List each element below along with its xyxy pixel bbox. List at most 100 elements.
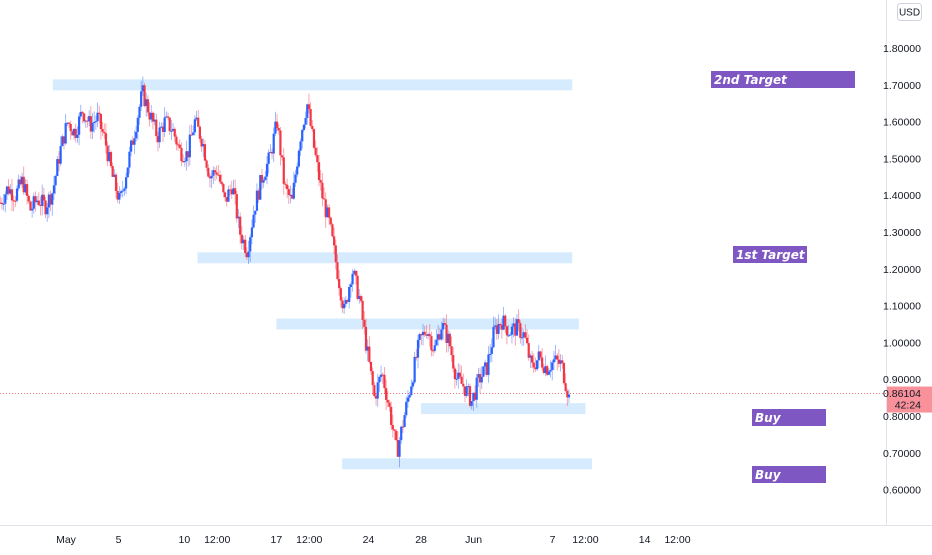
candle-body bbox=[519, 323, 522, 338]
candle-body bbox=[559, 360, 562, 364]
candle-body bbox=[54, 176, 57, 186]
candle-body bbox=[348, 286, 351, 302]
candle-body bbox=[170, 130, 173, 132]
candle-body bbox=[527, 343, 530, 358]
candle-body bbox=[307, 104, 311, 109]
candle-body bbox=[292, 182, 295, 199]
candle-body bbox=[339, 288, 342, 301]
candle-body bbox=[552, 359, 555, 363]
candle-body bbox=[338, 279, 341, 289]
candle-body bbox=[515, 319, 519, 336]
x-tick-label: 17 bbox=[271, 534, 283, 546]
candle-body bbox=[175, 136, 178, 145]
candle-body bbox=[20, 176, 24, 185]
candle-body bbox=[423, 331, 426, 335]
candle-body bbox=[426, 334, 430, 336]
candle-body bbox=[333, 236, 336, 246]
candle-body bbox=[259, 175, 262, 200]
candle-body bbox=[536, 360, 539, 370]
candle-body bbox=[445, 324, 448, 343]
zone-rect bbox=[52, 79, 573, 91]
candle-body bbox=[213, 170, 217, 173]
candle-body bbox=[19, 179, 22, 185]
candle-body bbox=[410, 386, 413, 396]
candle-body bbox=[114, 174, 118, 191]
candle-body bbox=[96, 112, 99, 122]
candle-body bbox=[492, 326, 495, 348]
candle-body bbox=[544, 366, 547, 373]
candle-body bbox=[210, 175, 213, 179]
candle-body bbox=[130, 140, 133, 152]
y-tick-label: 0.70000 bbox=[883, 448, 921, 460]
candle-body bbox=[420, 334, 423, 336]
candle-body bbox=[84, 120, 87, 122]
candle-body bbox=[539, 351, 542, 358]
candle-body bbox=[500, 324, 503, 330]
candle-body bbox=[418, 334, 421, 340]
candle-body bbox=[354, 270, 358, 276]
x-tick-label: May bbox=[56, 534, 77, 546]
candle-body bbox=[69, 123, 72, 132]
candle-body bbox=[281, 155, 284, 158]
note-box bbox=[752, 409, 826, 426]
candle-body bbox=[514, 323, 517, 336]
candle-body bbox=[131, 140, 134, 145]
candle-body bbox=[239, 216, 242, 235]
candle-body bbox=[341, 300, 344, 309]
candle-body bbox=[512, 323, 515, 327]
candle-body bbox=[207, 167, 210, 177]
candle-body bbox=[133, 138, 136, 145]
candle-body bbox=[180, 147, 183, 162]
candle-body bbox=[254, 210, 257, 215]
candle-body bbox=[286, 184, 289, 190]
candle-body bbox=[369, 361, 373, 372]
candle-body bbox=[220, 181, 223, 184]
candle-body bbox=[302, 124, 306, 130]
candle-body bbox=[566, 390, 569, 398]
x-tick-label: 12:00 bbox=[204, 534, 230, 546]
candle-body bbox=[319, 180, 322, 183]
candle-body bbox=[470, 401, 473, 406]
candle-body bbox=[344, 300, 347, 304]
x-tick-label: 28 bbox=[415, 534, 427, 546]
candle-body bbox=[237, 216, 240, 219]
candle-body bbox=[62, 136, 66, 144]
candle-body bbox=[438, 334, 441, 340]
candle-body bbox=[356, 275, 359, 299]
candle-body bbox=[495, 325, 498, 334]
candle-body bbox=[524, 332, 527, 338]
note-label: Buy bbox=[755, 468, 782, 482]
candle-body bbox=[14, 200, 17, 202]
candle-body bbox=[190, 134, 193, 136]
candle-body bbox=[499, 324, 502, 326]
candle-body bbox=[289, 194, 292, 196]
candle-body bbox=[368, 346, 371, 362]
candle-body bbox=[373, 385, 376, 397]
candle-body bbox=[145, 99, 148, 107]
candle-body bbox=[153, 119, 156, 122]
candle-body bbox=[173, 128, 176, 137]
candle-body bbox=[327, 207, 331, 218]
candle-body bbox=[192, 132, 195, 136]
candle-body bbox=[329, 217, 332, 225]
candle-body bbox=[0, 202, 4, 205]
candle-body bbox=[353, 270, 356, 274]
candle-body bbox=[108, 152, 111, 162]
candle-body bbox=[299, 141, 302, 151]
currency-badge bbox=[897, 3, 922, 21]
zone-rect bbox=[421, 403, 586, 415]
candle-body bbox=[475, 377, 478, 400]
candle-body bbox=[482, 366, 485, 377]
candle-body bbox=[118, 192, 121, 200]
candle-body bbox=[203, 144, 207, 161]
candle-body bbox=[440, 329, 443, 340]
candle-body bbox=[103, 131, 106, 134]
candle-body bbox=[304, 117, 307, 125]
candle-body bbox=[415, 356, 418, 358]
candle-body bbox=[504, 315, 507, 327]
candle-body bbox=[42, 194, 45, 201]
candle-body bbox=[431, 350, 435, 352]
x-tick-label: 12:00 bbox=[572, 534, 598, 546]
